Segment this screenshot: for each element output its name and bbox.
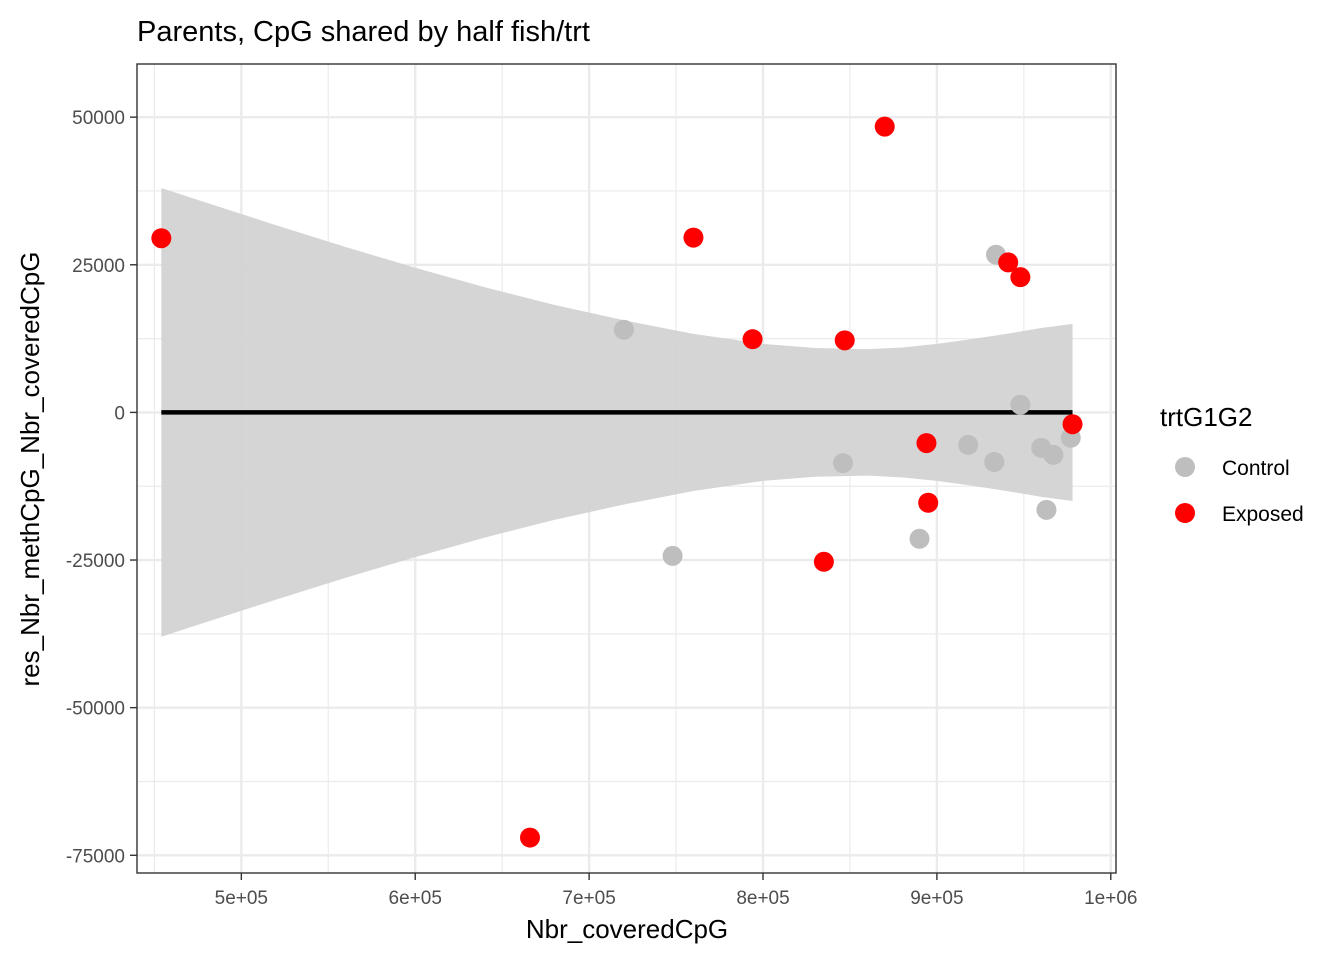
y-axis: 50000 25000 0 -25000 -50000 -75000: [66, 108, 137, 867]
chart-title: Parents, CpG shared by half fish/trt: [137, 16, 590, 48]
x-axis-title: Nbr_coveredCpG: [526, 914, 728, 944]
point-exposed: [813, 551, 834, 572]
point-exposed: [151, 228, 172, 249]
x-tick-label: 7e+05: [562, 888, 615, 909]
y-tick-label: 0: [114, 403, 125, 424]
point-control: [958, 434, 979, 455]
point-exposed: [834, 330, 855, 351]
point-exposed: [918, 492, 939, 513]
point-exposed: [742, 329, 763, 350]
point-exposed: [998, 252, 1019, 273]
y-tick-label: 50000: [72, 108, 125, 129]
point-control: [1036, 499, 1057, 520]
point-exposed: [519, 827, 540, 848]
point-exposed: [916, 433, 937, 454]
legend-title: trtG1G2: [1160, 402, 1252, 432]
x-tick-label: 1e+06: [1084, 888, 1137, 909]
minor-gridlines: [137, 64, 1116, 873]
point-control: [984, 452, 1005, 473]
x-tick-label: 8e+05: [736, 888, 789, 909]
y-tick-label: 25000: [72, 256, 125, 277]
legend-key-control: [1175, 457, 1195, 477]
point-control: [832, 453, 853, 474]
point-control: [662, 545, 683, 566]
legend-key-exposed: [1175, 503, 1195, 523]
x-axis: 5e+05 6e+05 7e+05 8e+05 9e+05 1e+06: [215, 873, 1137, 909]
y-tick-label: -75000: [66, 846, 125, 867]
point-control: [1043, 444, 1064, 465]
y-axis-title: res_Nbr_methCpG_Nbr_coveredCpG: [15, 252, 45, 687]
y-tick-label: -50000: [66, 699, 125, 720]
legend-label-control: Control: [1222, 457, 1290, 480]
point-exposed: [683, 227, 704, 248]
x-tick-label: 9e+05: [910, 888, 963, 909]
x-tick-label: 6e+05: [389, 888, 442, 909]
plot-border: [136, 63, 1117, 874]
point-exposed: [874, 116, 895, 137]
y-tick-label: -25000: [66, 551, 125, 572]
point-exposed: [1062, 414, 1083, 435]
legend-label-exposed: Exposed: [1222, 503, 1304, 526]
point-control: [1010, 394, 1031, 415]
data-points: [151, 116, 1083, 848]
legend: trtG1G2 Control Exposed: [1160, 402, 1304, 526]
point-control: [909, 528, 930, 549]
point-control: [613, 319, 634, 340]
x-tick-label: 5e+05: [215, 888, 268, 909]
point-exposed: [1010, 267, 1031, 288]
